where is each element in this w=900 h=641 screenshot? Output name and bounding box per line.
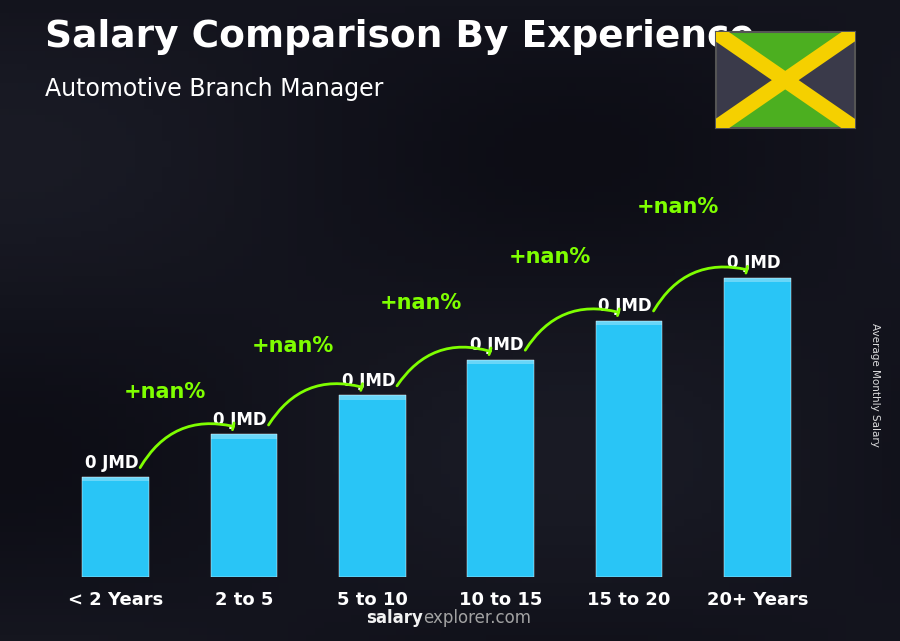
Text: 0 JMD: 0 JMD: [598, 297, 652, 315]
Polygon shape: [716, 32, 785, 128]
Bar: [596, 320, 662, 577]
Text: 0 JMD: 0 JMD: [470, 337, 524, 354]
Text: Automotive Branch Manager: Automotive Branch Manager: [45, 77, 383, 101]
Text: 0 JMD: 0 JMD: [341, 372, 395, 390]
Bar: [339, 395, 406, 577]
Bar: [467, 360, 534, 364]
Bar: [467, 360, 534, 577]
Text: +nan%: +nan%: [636, 197, 719, 217]
Text: +nan%: +nan%: [123, 383, 205, 403]
Bar: [211, 435, 277, 438]
Polygon shape: [785, 32, 855, 128]
Text: 0 JMD: 0 JMD: [726, 254, 780, 272]
Polygon shape: [716, 80, 855, 128]
Bar: [724, 278, 791, 282]
Text: Salary Comparison By Experience: Salary Comparison By Experience: [45, 19, 755, 55]
Text: 0 JMD: 0 JMD: [213, 411, 266, 429]
Bar: [339, 395, 406, 399]
Text: +nan%: +nan%: [252, 336, 334, 356]
Polygon shape: [716, 32, 855, 80]
Text: Average Monthly Salary: Average Monthly Salary: [869, 322, 880, 447]
Bar: [596, 320, 662, 325]
Bar: [82, 477, 149, 577]
Text: 0 JMD: 0 JMD: [85, 454, 139, 472]
Text: explorer.com: explorer.com: [423, 609, 531, 627]
Bar: [82, 477, 149, 481]
Bar: [724, 278, 791, 577]
Text: +nan%: +nan%: [508, 247, 590, 267]
Text: +nan%: +nan%: [380, 294, 463, 313]
Text: salary: salary: [366, 609, 423, 627]
Bar: [211, 435, 277, 577]
